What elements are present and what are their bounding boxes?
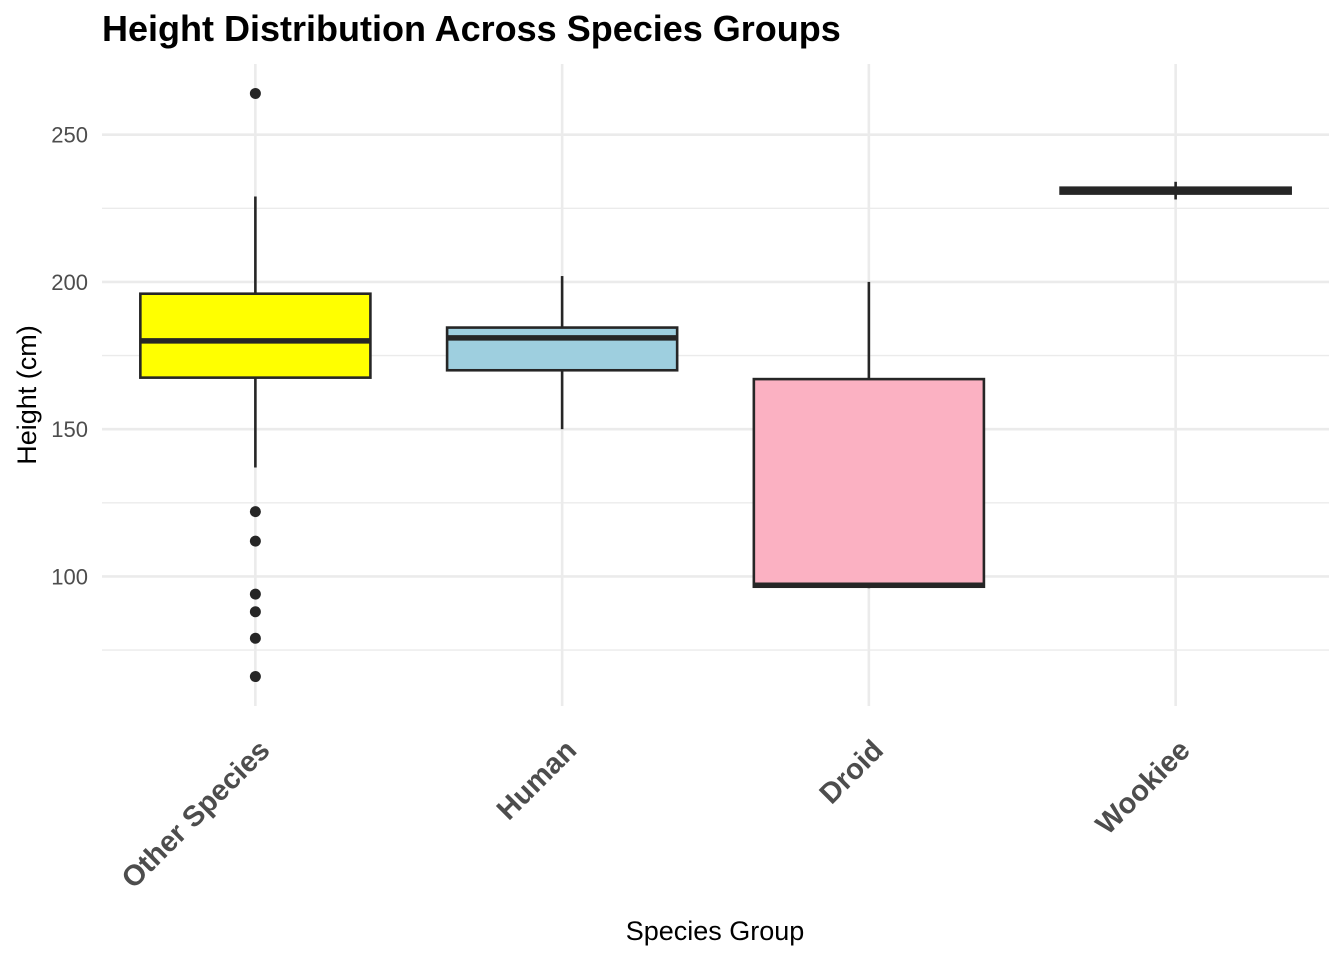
box-iqr	[445, 326, 679, 372]
box-wookiee	[1059, 181, 1292, 200]
y-tick-label: 100	[51, 564, 88, 589]
x-tick-label: Human	[491, 734, 583, 826]
y-tick-label: 250	[51, 123, 88, 148]
outlier-point	[249, 535, 261, 547]
box-iqr	[139, 292, 372, 379]
chart-title: Height Distribution Across Species Group…	[102, 8, 841, 49]
x-tick-label: Wookiee	[1090, 734, 1197, 841]
outlier-point	[249, 671, 261, 683]
y-tick-label: 150	[51, 417, 88, 442]
boxplots	[139, 87, 1292, 683]
y-tick-labels: 100 150 200 250	[51, 123, 88, 590]
x-axis-label: Species Group	[626, 916, 805, 946]
x-tick-labels: Other Species Human Droid Wookiee	[116, 734, 1197, 895]
grid-lines	[102, 64, 1329, 706]
y-axis-label: Height (cm)	[12, 325, 42, 465]
outlier-point	[249, 632, 261, 644]
x-tick-label: Droid	[814, 734, 890, 810]
outlier-point	[249, 588, 261, 600]
box-droid	[752, 281, 986, 589]
x-tick-label: Other Species	[116, 734, 277, 895]
outlier-point	[249, 606, 261, 618]
outlier-point	[249, 87, 261, 99]
box-other-species	[139, 87, 372, 683]
outlier-point	[249, 506, 261, 518]
box-iqr	[752, 377, 986, 589]
y-tick-label: 200	[51, 270, 88, 295]
box-human	[445, 276, 679, 430]
